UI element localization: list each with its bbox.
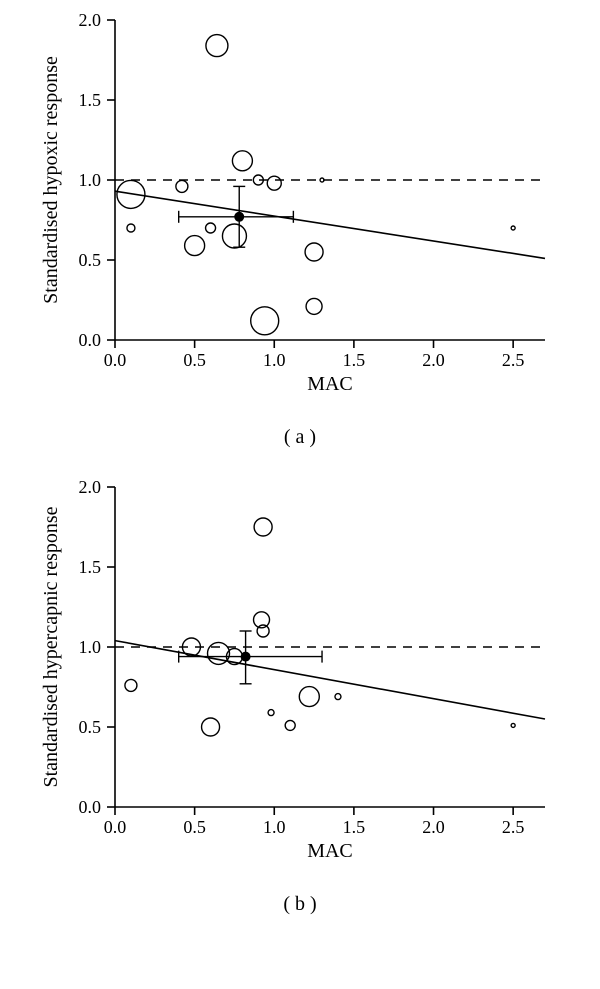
- data-bubble: [202, 718, 220, 736]
- x-tick-label: 0.5: [183, 817, 206, 837]
- data-bubble: [335, 694, 341, 700]
- data-bubble: [185, 236, 205, 256]
- x-tick-label: 1.0: [263, 350, 286, 370]
- data-bubble: [125, 679, 137, 691]
- x-tick-label: 0.0: [104, 817, 127, 837]
- data-bubble: [222, 224, 246, 248]
- trend-line: [115, 641, 545, 719]
- x-tick-label: 1.5: [343, 817, 366, 837]
- x-tick-label: 2.0: [422, 350, 445, 370]
- chart-b-svg: 0.0 0.5 1.0 1.5 2.0 2.5 0.0 0.5 1.0 1.5 2.0 MAC Stan…: [20, 467, 580, 887]
- y-tick-label: 0.0: [79, 797, 102, 817]
- y-tick-label: 0.5: [79, 250, 102, 270]
- data-bubble: [299, 687, 319, 707]
- y-tick-label: 0.0: [79, 330, 102, 350]
- summary-point: [234, 212, 244, 222]
- data-bubble: [306, 298, 322, 314]
- x-tick-label: 2.5: [502, 350, 525, 370]
- data-bubble: [267, 176, 281, 190]
- y-tick-label: 1.5: [79, 90, 102, 110]
- caption-a: ( a ): [284, 426, 316, 449]
- x-tick-label: 2.5: [502, 817, 525, 837]
- y-tick-label: 1.0: [79, 637, 102, 657]
- x-tick-label: 0.0: [104, 350, 127, 370]
- trend-line: [115, 191, 545, 258]
- y-axis-label: Standardised hypoxic response: [40, 56, 62, 304]
- data-bubble: [127, 224, 135, 232]
- data-bubble: [511, 226, 515, 230]
- x-tick-label: 1.5: [343, 350, 366, 370]
- y-tick-label: 2.0: [79, 477, 102, 497]
- figure: 0.0 0.5 1.0 1.5 2.0 2.5 0.0 0.5 1.0 1.5 2.0 MAC Stan…: [0, 0, 600, 934]
- y-tick-label: 2.0: [79, 10, 102, 30]
- x-tick-label: 2.0: [422, 817, 445, 837]
- data-bubble: [285, 720, 295, 730]
- x-tick-label: 1.0: [263, 817, 286, 837]
- panel-a: 0.0 0.5 1.0 1.5 2.0 2.5 0.0 0.5 1.0 1.5 2.0 MAC Stan…: [20, 0, 580, 420]
- data-bubble: [511, 723, 515, 727]
- x-axis-label: MAC: [307, 840, 353, 862]
- data-bubble: [232, 151, 252, 171]
- y-tick-label: 0.5: [79, 717, 102, 737]
- summary-point: [241, 652, 251, 662]
- x-tick-label: 0.5: [183, 350, 206, 370]
- data-bubble: [320, 178, 324, 182]
- data-bubble: [251, 307, 279, 335]
- chart-a-svg: 0.0 0.5 1.0 1.5 2.0 2.5 0.0 0.5 1.0 1.5 2.0 MAC Stan…: [20, 0, 580, 420]
- x-axis-label: MAC: [307, 373, 353, 395]
- data-bubble: [208, 642, 230, 664]
- y-axis-label: Standardised hypercapnic response: [40, 506, 62, 787]
- data-bubble: [176, 180, 188, 192]
- panel-b: 0.0 0.5 1.0 1.5 2.0 2.5 0.0 0.5 1.0 1.5 2.0 MAC Stan…: [20, 467, 580, 887]
- data-bubble: [206, 223, 216, 233]
- caption-b: ( b ): [283, 893, 316, 916]
- data-bubble: [257, 625, 269, 637]
- y-tick-label: 1.0: [79, 170, 102, 190]
- data-bubble: [268, 710, 274, 716]
- data-bubble: [254, 518, 272, 536]
- data-bubble: [305, 243, 323, 261]
- y-tick-label: 1.5: [79, 557, 102, 577]
- data-bubble: [206, 35, 228, 57]
